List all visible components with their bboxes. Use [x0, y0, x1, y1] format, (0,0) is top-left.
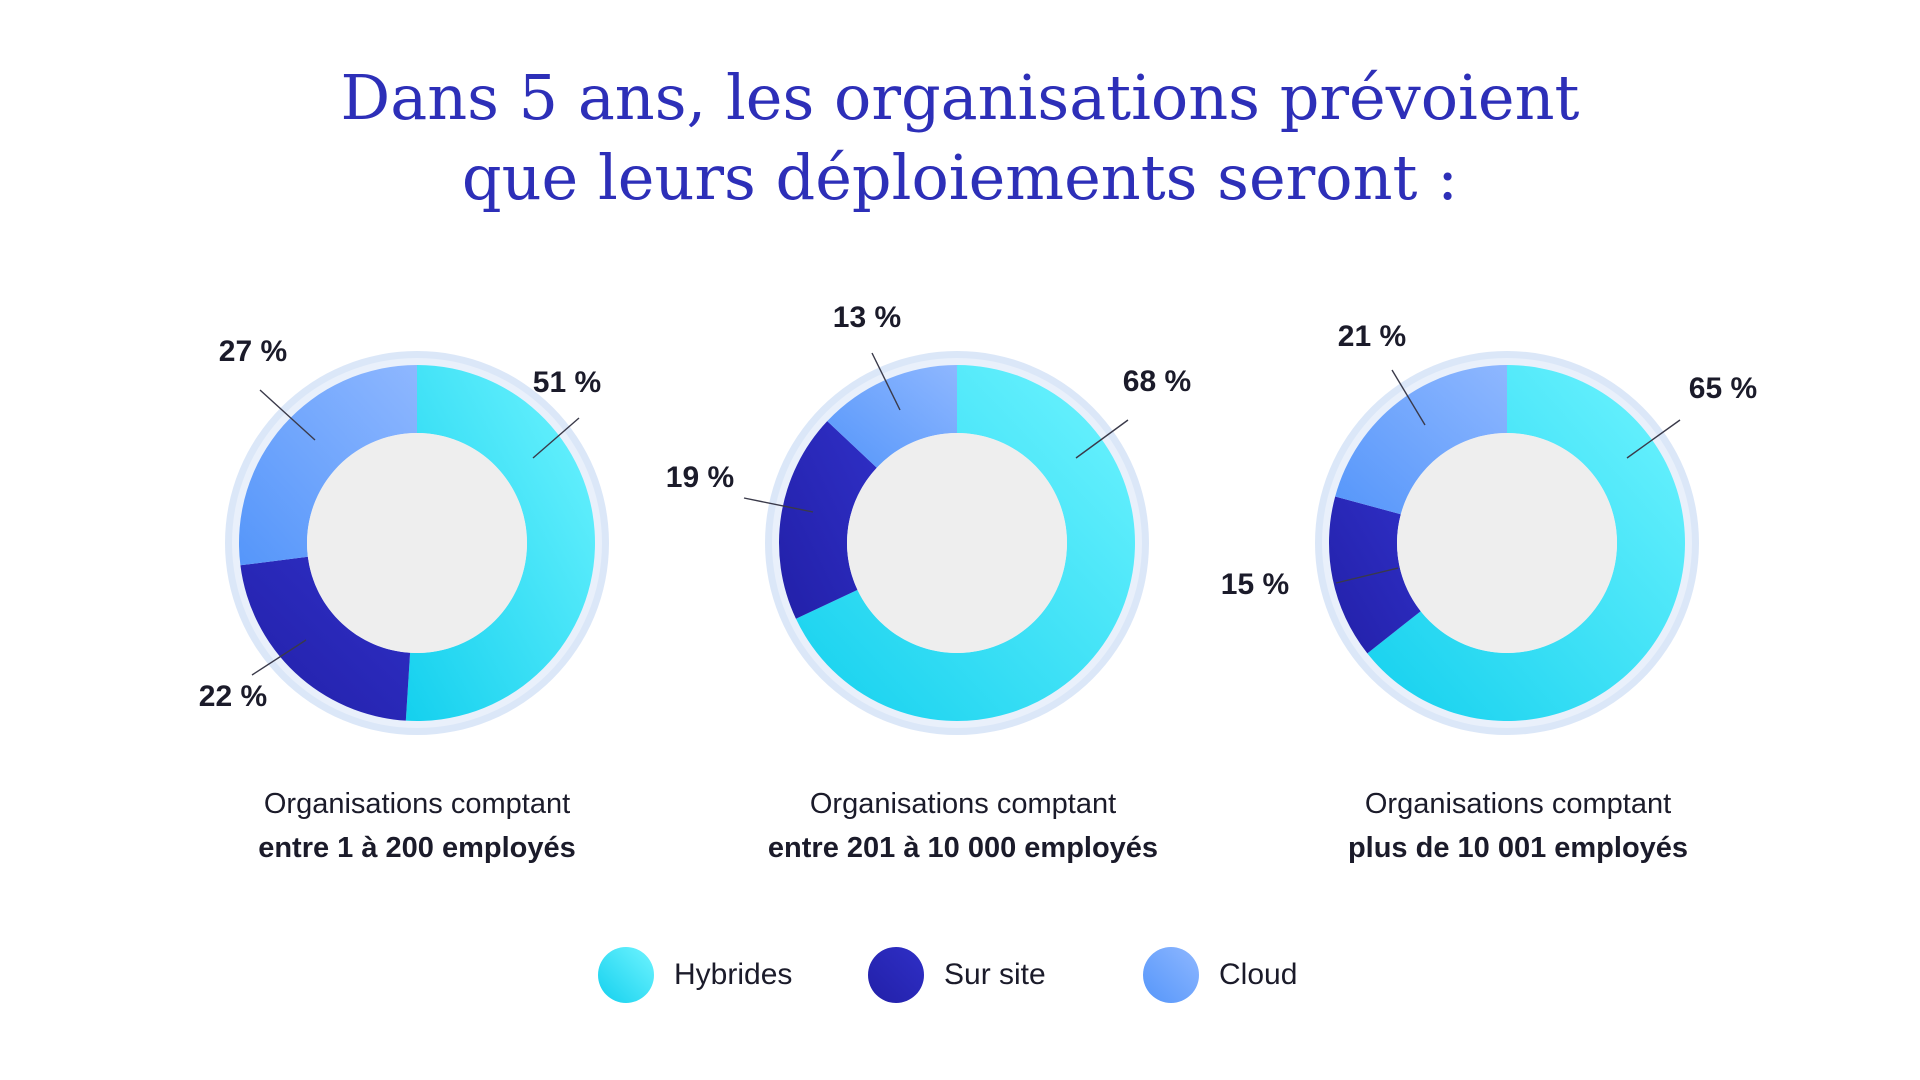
title-line-2: que leurs déploiements seront : — [461, 141, 1459, 214]
data-label-hybrides: 51 % — [533, 366, 601, 399]
caption-chart-1: Organisations comptant entre 1 à 200 emp… — [117, 782, 717, 870]
legend-label-sur-site: Sur site — [944, 958, 1046, 991]
data-label-cloud: 13 % — [833, 301, 901, 334]
leader-line-hybrides — [1075, 419, 1129, 459]
slice-cloud — [239, 365, 417, 566]
leader-line-hybrides — [1626, 419, 1681, 459]
legend-label-hybrides: Hybrides — [674, 958, 793, 991]
caption-chart-2: Organisations comptant entre 201 à 10 00… — [663, 782, 1263, 870]
slice-cloud — [1335, 365, 1507, 515]
data-label-sur-site: 19 % — [666, 461, 734, 494]
leader-line-sur-site — [1335, 567, 1399, 584]
data-label-cloud: 21 % — [1338, 320, 1406, 353]
donut-chart-1: 51 % 22 % 27 % — [199, 335, 609, 735]
data-label-hybrides: 68 % — [1123, 365, 1191, 398]
slice-hybrides — [1367, 365, 1685, 721]
slice-cloud — [827, 365, 957, 468]
slice-sur-site — [779, 421, 877, 619]
data-label-hybrides: 65 % — [1689, 372, 1757, 405]
leader-line-hybrides — [532, 417, 580, 459]
slice-sur-site — [1328, 496, 1421, 654]
slice-sur-site — [240, 556, 411, 721]
legend-swatch-sur-site — [868, 947, 924, 1003]
legend-label-cloud: Cloud — [1219, 958, 1298, 991]
caption-3-line-2: plus de 10 001 employés — [1347, 832, 1689, 864]
leader-line-cloud — [259, 389, 316, 441]
legend-swatch-hybrides — [598, 947, 654, 1003]
title-line-1: Dans 5 ans, les organisations prévoient — [340, 61, 1580, 134]
leader-line-sur-site — [743, 497, 814, 513]
leader-line-cloud — [871, 352, 901, 411]
donut-hole — [307, 433, 527, 653]
chart-title: Dans 5 ans, les organisations prévoient … — [0, 58, 1920, 218]
data-label-sur-site: 15 % — [1221, 568, 1289, 601]
caption-2-line-1: Organisations comptant — [809, 788, 1117, 820]
legend-item-hybrides: Hybrides — [598, 947, 792, 1003]
caption-chart-3: Organisations comptant plus de 10 001 em… — [1218, 782, 1818, 870]
caption-2-line-2: entre 201 à 10 000 employés — [767, 832, 1159, 864]
caption-1-line-1: Organisations comptant — [263, 788, 571, 820]
data-label-sur-site: 22 % — [199, 680, 267, 713]
legend-item-cloud: Cloud — [1143, 947, 1297, 1003]
slice-hybrides — [795, 365, 1135, 721]
leader-line-cloud — [1391, 369, 1426, 426]
donut-hole — [847, 433, 1067, 653]
leader-line-sur-site — [251, 639, 307, 676]
slice-hybrides — [405, 365, 596, 722]
data-label-cloud: 27 % — [219, 335, 287, 368]
donut-chart-2: 68 % 19 % 13 % — [666, 301, 1191, 735]
caption-1-line-2: entre 1 à 200 employés — [258, 832, 576, 864]
legend-item-sur-site: Sur site — [868, 947, 1046, 1003]
donut-hole — [1397, 433, 1617, 653]
legend-swatch-cloud — [1143, 947, 1199, 1003]
donut-chart-3: 65 % 15 % 21 % — [1221, 320, 1757, 735]
caption-3-line-1: Organisations comptant — [1364, 788, 1672, 820]
